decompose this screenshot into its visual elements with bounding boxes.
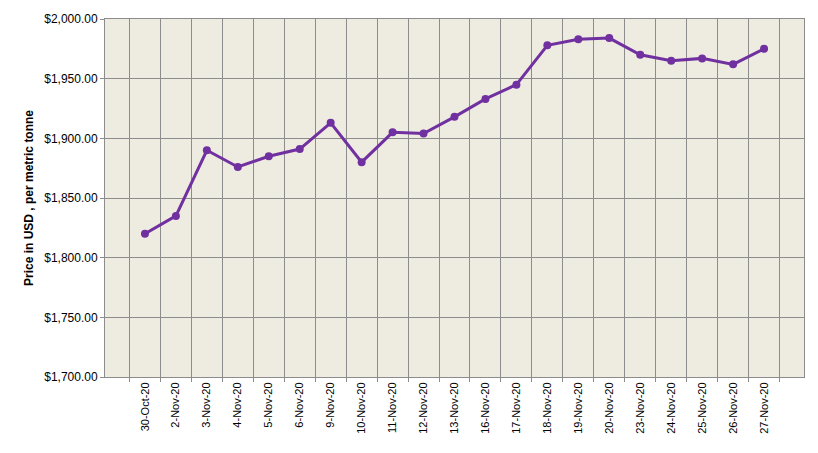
svg-text:24-Nov-20: 24-Nov-20 <box>665 382 677 433</box>
svg-text:9-Nov-20: 9-Nov-20 <box>324 382 336 427</box>
svg-text:6-Nov-20: 6-Nov-20 <box>293 382 305 427</box>
svg-text:12-Nov-20: 12-Nov-20 <box>417 382 429 433</box>
svg-text:26-Nov-20: 26-Nov-20 <box>727 382 739 433</box>
svg-text:$2,000.00: $2,000.00 <box>44 12 98 26</box>
svg-text:4-Nov-20: 4-Nov-20 <box>231 382 243 427</box>
svg-text:2-Nov-20: 2-Nov-20 <box>169 382 181 427</box>
svg-text:11-Nov-20: 11-Nov-20 <box>386 382 398 433</box>
svg-text:27-Nov-20: 27-Nov-20 <box>758 382 770 433</box>
svg-text:$1,750.00: $1,750.00 <box>44 311 98 325</box>
svg-text:3-Nov-20: 3-Nov-20 <box>200 382 212 427</box>
svg-text:30-Oct-20: 30-Oct-20 <box>139 382 151 431</box>
svg-text:16-Nov-20: 16-Nov-20 <box>479 382 491 433</box>
svg-text:19-Nov-20: 19-Nov-20 <box>572 382 584 433</box>
svg-text:$1,800.00: $1,800.00 <box>44 251 98 265</box>
svg-text:10-Nov-20: 10-Nov-20 <box>355 382 367 433</box>
svg-text:23-Nov-20: 23-Nov-20 <box>634 382 646 433</box>
svg-text:$1,900.00: $1,900.00 <box>44 132 98 146</box>
svg-text:$1,950.00: $1,950.00 <box>44 72 98 86</box>
svg-text:$1,850.00: $1,850.00 <box>44 191 98 205</box>
svg-text:18-Nov-20: 18-Nov-20 <box>541 382 553 433</box>
svg-text:20-Nov-20: 20-Nov-20 <box>603 382 615 433</box>
svg-text:$1,700.00: $1,700.00 <box>44 370 98 384</box>
svg-text:5-Nov-20: 5-Nov-20 <box>262 382 274 427</box>
svg-text:25-Nov-20: 25-Nov-20 <box>696 382 708 433</box>
svg-text:13-Nov-20: 13-Nov-20 <box>448 382 460 433</box>
svg-text:17-Nov-20: 17-Nov-20 <box>510 382 522 433</box>
svg-text:Price in USD , per metric tonn: Price in USD , per metric tonne <box>22 110 36 286</box>
